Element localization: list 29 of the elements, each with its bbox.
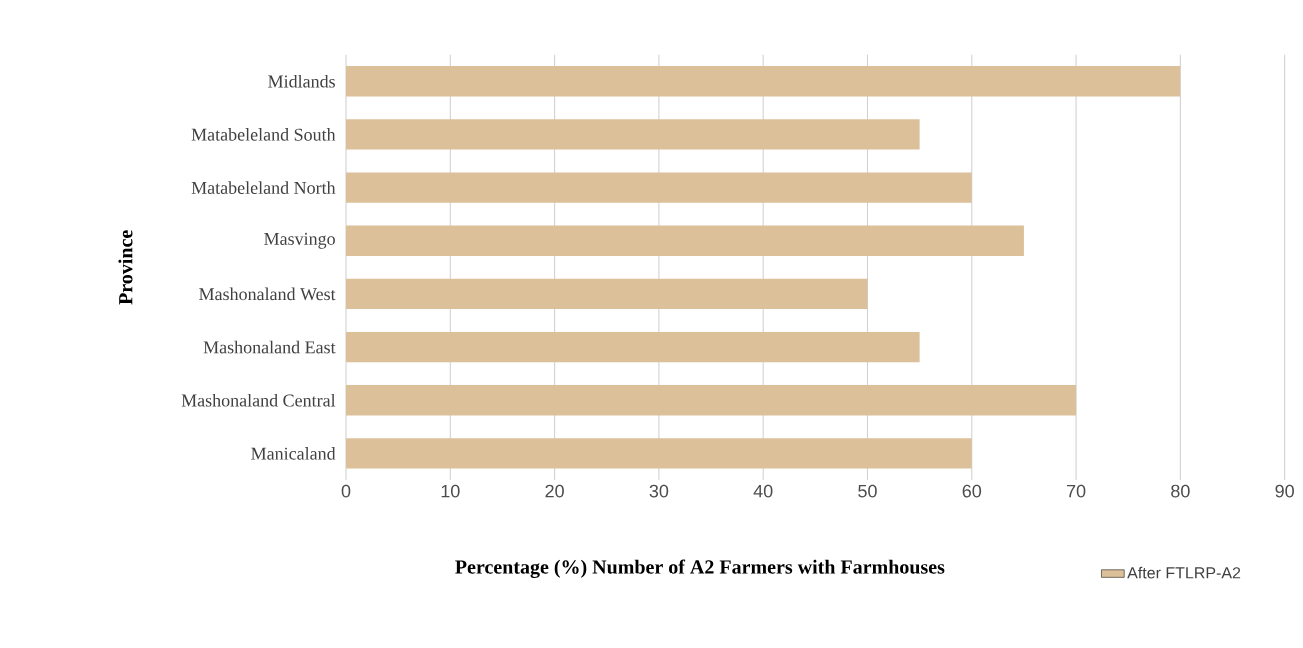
- legend-label: After FTLRP-A2: [1127, 566, 1241, 579]
- bar: [346, 278, 868, 310]
- x-tick-label: 10: [441, 484, 460, 498]
- bar: [346, 438, 972, 469]
- y-tick-label: Matabeleland South: [191, 128, 336, 141]
- x-axis-title: Percentage (%) Number of A2 Farmers with Farmhouses: [455, 559, 945, 578]
- x-tick-label: 20: [545, 484, 564, 498]
- x-tick-label: 70: [1066, 484, 1086, 498]
- y-tick-label: Manicaland: [251, 447, 336, 460]
- y-tick-label: Matabeleland North: [191, 181, 336, 194]
- bar: [346, 172, 972, 203]
- y-tick-label: Mashonaland West: [199, 287, 336, 301]
- bar: [346, 331, 920, 363]
- bar: [346, 66, 1181, 97]
- x-tick-label: 80: [1171, 484, 1190, 498]
- x-tick-label: 0: [341, 484, 351, 498]
- y-tick-label: Mashonaland Central: [181, 393, 336, 407]
- x-tick-label: 30: [649, 484, 669, 498]
- bar: [346, 225, 1024, 256]
- y-tick-label: Midlands: [268, 74, 335, 88]
- y-tick-label: Masvingo: [264, 232, 335, 249]
- bar: [346, 119, 920, 150]
- bar: [346, 385, 1077, 416]
- x-tick-label: 60: [962, 484, 982, 498]
- x-tick-label: 40: [753, 484, 773, 498]
- y-axis-title: Province: [118, 230, 133, 305]
- y-tick-label: Mashonaland East: [203, 340, 336, 354]
- x-tick-label: 90: [1275, 484, 1294, 498]
- x-tick-label: 50: [858, 484, 877, 498]
